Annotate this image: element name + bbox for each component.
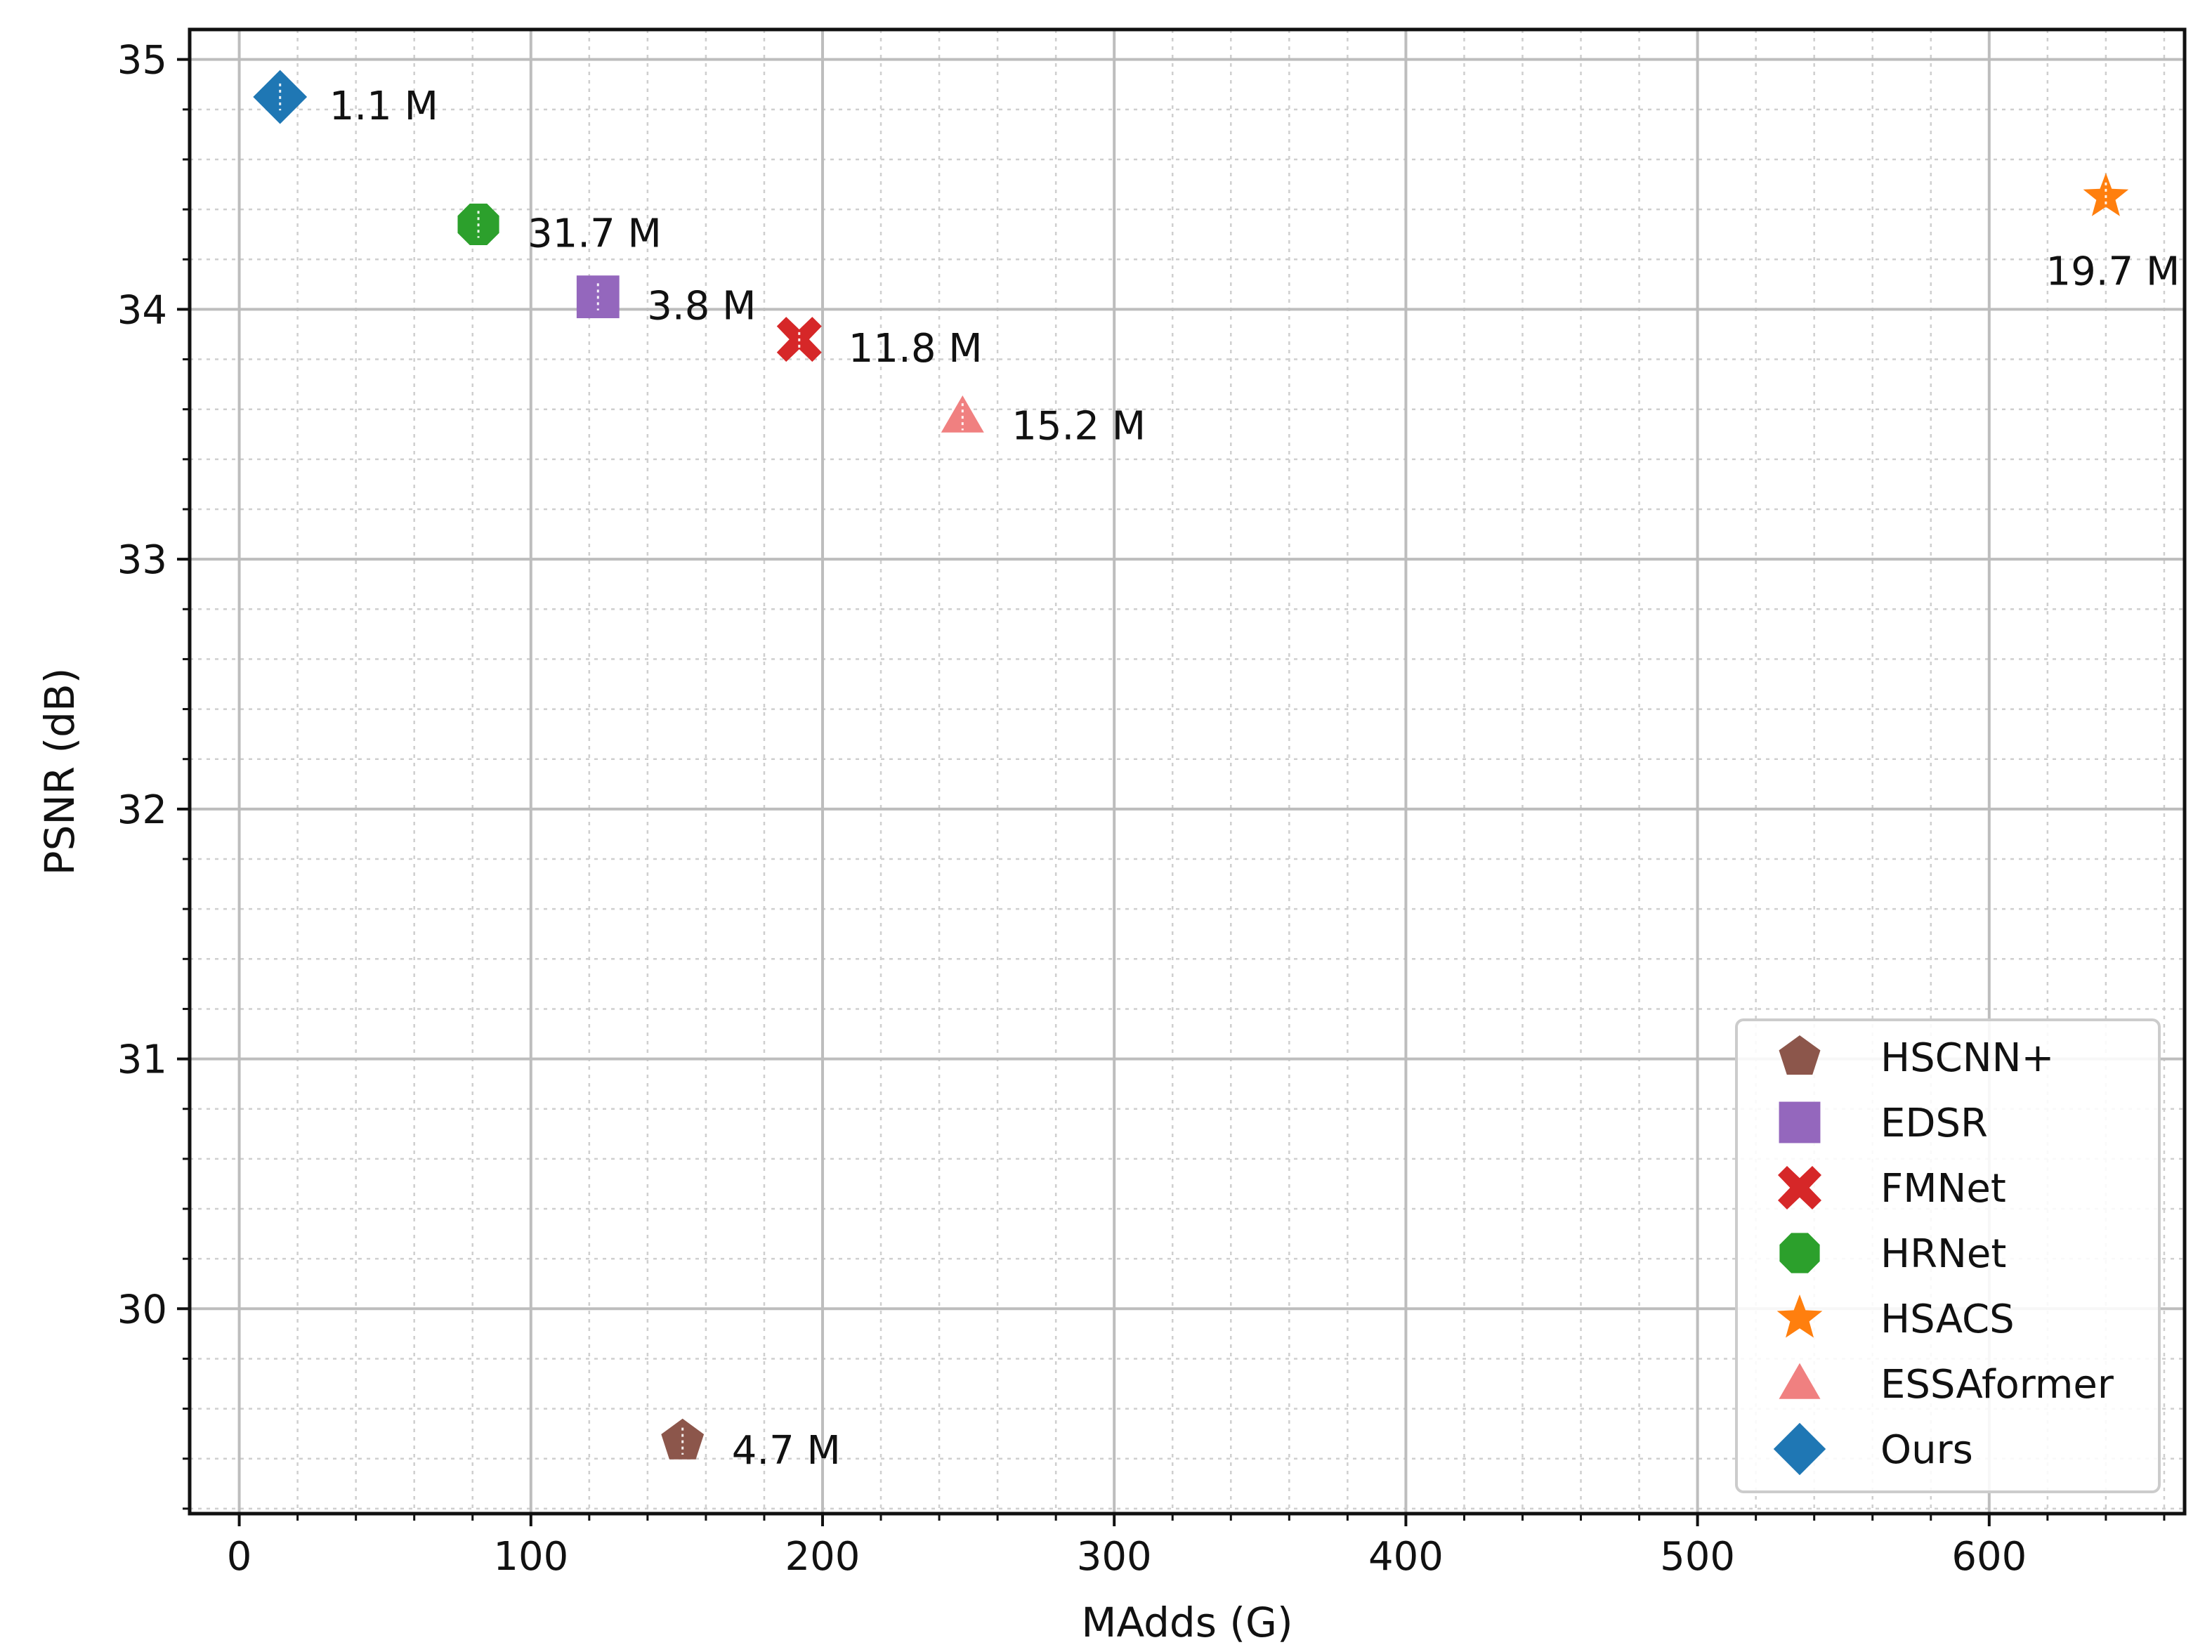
point-label-hrnet: 31.7 M	[528, 211, 662, 256]
x-tick-label: 0	[227, 1534, 252, 1580]
point-label-essaformer: 15.2 M	[1012, 403, 1146, 449]
point-label-hscnn: 4.7 M	[732, 1428, 841, 1474]
legend-marker-ours	[1773, 1422, 1826, 1476]
axis-ticks: 0 100 200 300 400 500 600 30 31 32 33 34 35	[117, 38, 2166, 1580]
plot-frame	[188, 27, 2187, 1516]
legend-label-ours: Ours	[1880, 1427, 1973, 1473]
x-tick-label: 200	[785, 1534, 860, 1580]
x-tick-label: 600	[1951, 1534, 2027, 1580]
x-axis-title: MAdds (G)	[1081, 1599, 1292, 1646]
legend-marker-essaformer	[1779, 1363, 1821, 1399]
legend-label-hscnn: HSCNN+	[1880, 1035, 2054, 1081]
legend-marker-hrnet	[1779, 1233, 1820, 1273]
legend-marker-hscnn	[1779, 1035, 1821, 1075]
legend-label-edsr: EDSR	[1880, 1101, 1988, 1146]
legend-box	[1735, 1018, 2161, 1493]
y-tick-label: 30	[117, 1287, 167, 1332]
data-points: 4.7 M 3.8 M 11.8 M 31.7 M 19.7 M 15.2 M 1.1 M	[253, 70, 2180, 1474]
legend-label-fmnet: FMNet	[1880, 1166, 2006, 1212]
y-axis-title: PSNR (dB)	[36, 668, 84, 876]
legend-label-hrnet: HRNet	[1880, 1231, 2006, 1277]
legend: HSCNN+ EDSR FMNet HRNet HSACS ESSAformer Ours	[1735, 1018, 2161, 1493]
y-tick-label: 31	[117, 1037, 167, 1083]
x-tick-label: 400	[1368, 1534, 1444, 1580]
minor-grid	[190, 29, 2185, 1514]
legend-label-essaformer: ESSAformer	[1880, 1362, 2114, 1408]
y-tick-label: 34	[117, 287, 167, 333]
y-tick-label: 32	[117, 787, 167, 833]
y-tick-label: 35	[117, 38, 167, 84]
point-label-hsacs: 19.7 M	[2046, 249, 2180, 294]
x-tick-label: 100	[493, 1534, 568, 1580]
y-tick-label: 33	[117, 537, 167, 583]
x-tick-label: 300	[1077, 1534, 1152, 1580]
point-label-fmnet: 11.8 M	[849, 326, 983, 372]
point-label-ours: 1.1 M	[329, 84, 438, 129]
point-hsacs	[2083, 173, 2129, 216]
point-essaformer	[941, 395, 984, 433]
point-label-edsr: 3.8 M	[647, 284, 756, 329]
legend-label-hsacs: HSACS	[1880, 1297, 2015, 1342]
legend-marker-hsacs	[1776, 1294, 1823, 1338]
x-tick-label: 500	[1660, 1534, 1735, 1580]
point-hscnn	[661, 1418, 705, 1460]
legend-marker-fmnet	[1778, 1166, 1821, 1210]
legend-marker-edsr	[1779, 1101, 1821, 1143]
